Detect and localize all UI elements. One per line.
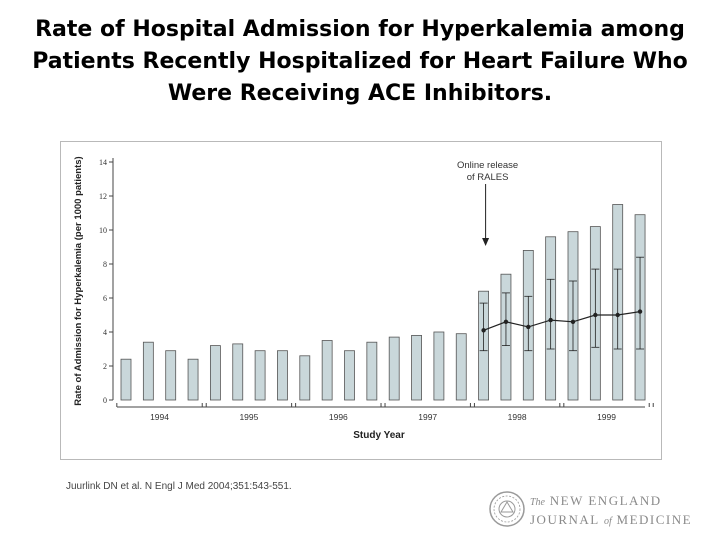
y-tick-label: 10 [99,226,107,235]
bar [165,350,177,401]
bar [209,345,221,401]
journal-of: of [604,516,612,527]
y-tick-label: 2 [103,362,107,371]
y-tick-label: 14 [99,158,107,167]
title-line-3: Were Receiving ACE Inhibitors. [167,81,553,106]
title-line-2: Patients Recently Hospitalized for Heart… [32,49,688,74]
annotation-line-2: of RALES [467,172,509,183]
x-tick-label: 1999 [597,412,616,422]
bar [388,336,400,401]
bar [142,341,154,401]
expected-rate-point [593,312,598,318]
expected-rate-point [503,319,509,324]
journal-seal-icon [489,491,525,527]
title-line-1: Rate of Hospital Admission for Hyperkale… [35,17,685,42]
bar [254,350,266,401]
expected-rate-line [483,311,641,331]
annotation-line-1: Online release [457,160,518,171]
bar [411,334,422,401]
y-tick-label: 6 [103,294,107,303]
bar [232,343,244,401]
journal-line-1: NEW ENGLAND [549,493,662,508]
expected-rate-point [615,312,620,318]
x-tick-label: 1995 [239,412,258,422]
bar [366,341,378,401]
x-axis: 19941995199619971998199920002001 [116,403,654,422]
journal-name: The NEW ENGLAND JOURNAL of MEDICINE [530,492,710,530]
journal-line-2a: JOURNAL [530,512,600,527]
y-axis-label: Rate of Admission for Hyperkalemia (per … [73,156,84,405]
expected-rate-point [570,319,576,324]
x-tick-label: 1997 [418,412,437,422]
x-axis-label: Study Year [353,430,405,441]
expected-rate-point [481,328,486,333]
y-tick-label: 8 [103,260,107,269]
bars [120,204,646,401]
annotation-arrow-head [482,238,490,246]
bar [344,350,355,401]
bar [455,333,467,401]
bar [120,358,132,401]
y-tick-label: 4 [103,328,107,337]
journal-line-2b: MEDICINE [616,512,693,527]
expected-rate-point [637,309,643,314]
journal-logo: The NEW ENGLAND JOURNAL of MEDICINE [488,490,710,532]
x-tick-label: 1994 [150,412,169,422]
slide-title: Rate of Hospital Admission for Hyperkale… [20,14,700,110]
x-tick-label: 1998 [508,412,527,422]
y-axis: 0 2 4 6 8 10 12 14 [99,158,114,405]
y-tick-label: 0 [103,396,107,405]
y-tick-label: 12 [99,192,107,201]
expected-rate-point [526,324,531,330]
bar [277,350,288,401]
rales-annotation: Online release of RALES [457,160,518,246]
bar [187,358,199,401]
bar [433,331,445,401]
citation: Juurlink DN et al. N Engl J Med 2004;351… [66,481,292,492]
bar [299,355,311,401]
expected-rate-series [479,256,645,352]
journal-the: The [530,497,545,508]
expected-rate-point [548,317,553,323]
bar [321,340,333,401]
x-tick-label: 1996 [329,412,348,422]
